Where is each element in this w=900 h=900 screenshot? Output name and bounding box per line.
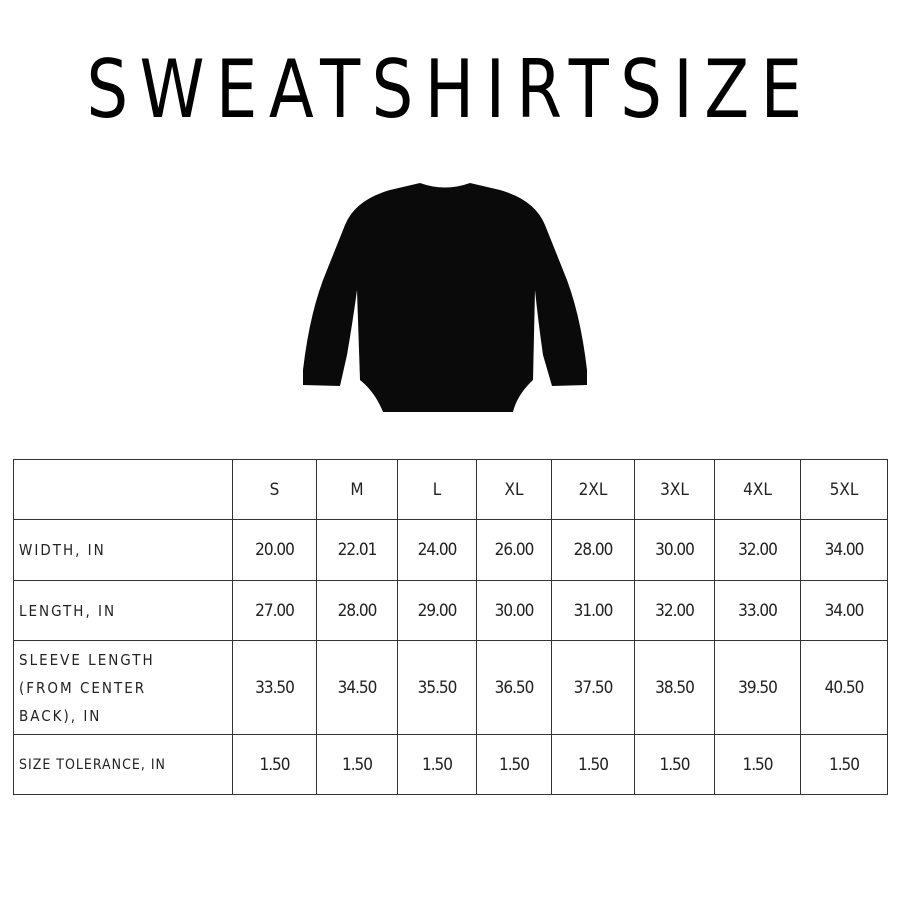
cell: 30.00 <box>634 519 715 581</box>
cell: 32.00 <box>634 580 715 641</box>
row-label: LENGTH, IN <box>13 580 233 641</box>
cell: 1.50 <box>800 734 888 795</box>
cell: 38.50 <box>634 640 715 735</box>
size-chart-table: S M L XL 2XL 3XL 4XL 5XL WIDTH, IN 20.00… <box>13 459 888 795</box>
size-header: 5XL <box>800 459 888 520</box>
cell: 31.00 <box>551 580 635 641</box>
row-label: WIDTH, IN <box>13 519 233 581</box>
cell: 1.50 <box>714 734 801 795</box>
row-label: SIZE TOLERANCE, IN <box>13 734 233 795</box>
cell: 40.50 <box>800 640 888 735</box>
size-header: M <box>316 459 398 520</box>
cell: 33.50 <box>232 640 317 735</box>
cell: 27.00 <box>232 580 317 641</box>
cell: 26.00 <box>476 519 552 581</box>
row-label: SLEEVE LENGTH (FROM CENTER BACK), IN <box>13 640 233 735</box>
table-row: SIZE TOLERANCE, IN 1.50 1.50 1.50 1.50 1… <box>13 734 888 795</box>
cell: 35.50 <box>397 640 477 735</box>
cell: 30.00 <box>476 580 552 641</box>
sweatshirt-image <box>303 183 587 412</box>
cell: 22.01 <box>316 519 398 581</box>
cell: 34.00 <box>800 519 888 581</box>
table-row: WIDTH, IN 20.00 22.01 24.00 26.00 28.00 … <box>13 519 888 581</box>
size-header: L <box>397 459 477 520</box>
cell: 24.00 <box>397 519 477 581</box>
cell: 1.50 <box>232 734 317 795</box>
table-row: SLEEVE LENGTH (FROM CENTER BACK), IN 33.… <box>13 640 888 735</box>
cell: 28.00 <box>551 519 635 581</box>
size-header: 2XL <box>551 459 635 520</box>
cell: 28.00 <box>316 580 398 641</box>
sweatshirt-body <box>303 183 587 412</box>
cell: 29.00 <box>397 580 477 641</box>
corner-cell <box>13 459 233 520</box>
cell: 1.50 <box>397 734 477 795</box>
cell: 36.50 <box>476 640 552 735</box>
size-header: S <box>232 459 317 520</box>
cell: 1.50 <box>316 734 398 795</box>
cell: 39.50 <box>714 640 801 735</box>
cell: 33.00 <box>714 580 801 641</box>
cell: 20.00 <box>232 519 317 581</box>
cell: 32.00 <box>714 519 801 581</box>
size-header: 3XL <box>634 459 715 520</box>
cell: 34.00 <box>800 580 888 641</box>
header-row: S M L XL 2XL 3XL 4XL 5XL <box>13 459 888 520</box>
size-header: XL <box>476 459 552 520</box>
cell: 37.50 <box>551 640 635 735</box>
cell: 34.50 <box>316 640 398 735</box>
table-row: LENGTH, IN 27.00 28.00 29.00 30.00 31.00… <box>13 580 888 641</box>
cell: 1.50 <box>551 734 635 795</box>
cell: 1.50 <box>634 734 715 795</box>
page-title: SWEATSHIRTSIZE <box>86 43 814 136</box>
size-header: 4XL <box>714 459 801 520</box>
cell: 1.50 <box>476 734 552 795</box>
